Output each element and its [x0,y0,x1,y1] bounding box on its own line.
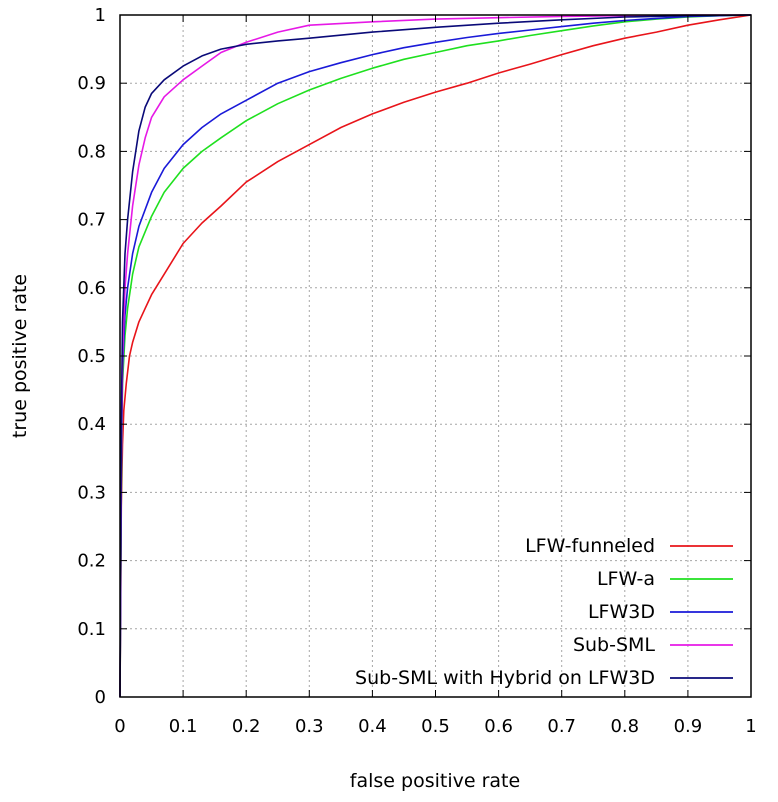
x-axis-ticks: 0 0.1 0.2 0.3 0.4 0.5 0.6 0.7 0.8 0.9 1 [114,15,757,737]
x-tick-label: 0.8 [610,716,639,737]
y-axis-ticks: 0 0.1 0.2 0.3 0.4 0.5 0.6 0.7 0.8 0.9 1 [77,5,751,708]
legend-label: Sub-SML with Hybrid on LFW3D [355,667,655,689]
x-tick-label: 0 [114,716,125,737]
y-tick-label: 0.3 [77,482,106,503]
series-line-sub-sml-with-hybrid-on-lfw3d [119,14,752,698]
y-tick-label: 0.6 [77,278,106,299]
x-tick-label: 1 [745,716,756,737]
legend-label: Sub-SML [573,634,655,656]
grid [120,15,751,697]
y-tick-label: 0.2 [77,551,106,572]
legend: LFW-funneled LFW-a LFW3D Sub-SML Sub-SML wit… [355,535,733,689]
y-tick-label: 1 [95,5,106,26]
series-lines [119,14,752,698]
series-line-lfw3d [119,14,752,698]
x-tick-label: 0.6 [484,716,513,737]
x-tick-label: 0.9 [674,716,703,737]
legend-label: LFW-a [597,568,655,590]
x-tick-label: 0.4 [358,716,387,737]
legend-label: LFW-funneled [525,535,655,557]
legend-label: LFW3D [588,601,655,623]
series-line-sub-sml [119,14,751,698]
series-line-lfw-funneled [119,14,752,698]
y-tick-label: 0.5 [77,346,106,367]
x-tick-label: 0.3 [295,716,324,737]
x-axis-label: false positive rate [350,770,520,792]
y-tick-label: 0 [95,687,106,708]
y-tick-label: 0.9 [77,73,106,94]
y-tick-label: 0.1 [77,619,106,640]
y-axis-label: true positive rate [9,274,31,438]
y-tick-label: 0.4 [77,414,106,435]
y-tick-label: 0.7 [77,210,106,231]
series-line-lfw-a [119,14,752,698]
x-tick-label: 0.2 [232,716,261,737]
y-tick-label: 0.8 [77,141,106,162]
x-tick-label: 0.5 [421,716,450,737]
x-tick-label: 0.1 [169,716,198,737]
x-tick-label: 0.7 [547,716,576,737]
